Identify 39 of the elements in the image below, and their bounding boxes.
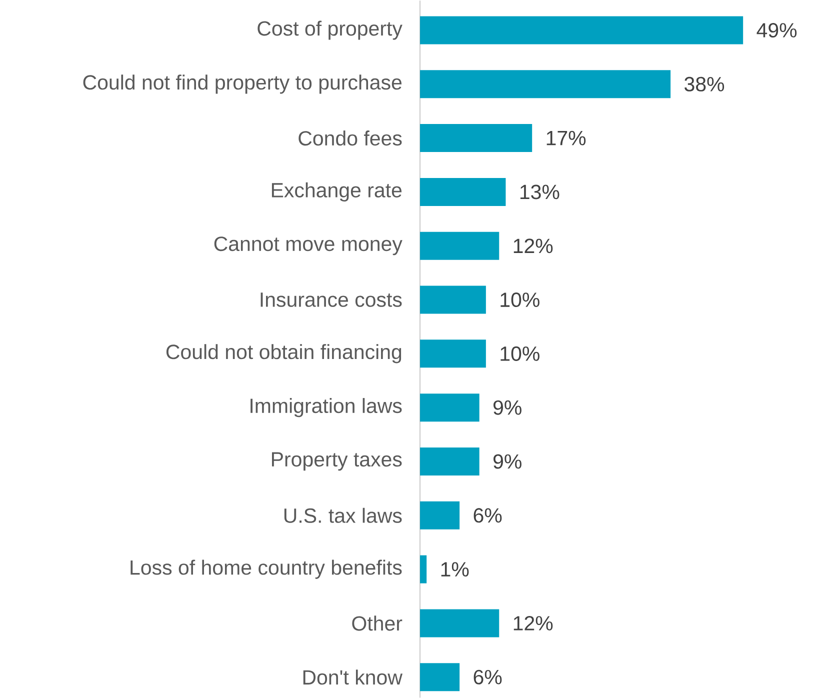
bar	[420, 555, 427, 584]
bar	[420, 393, 480, 422]
y-tick-label: Immigration laws	[250, 398, 402, 418]
data-label: 12%	[514, 238, 553, 253]
y-tick-label: Could not obtain financing	[166, 344, 402, 364]
data-label: 6%	[474, 670, 502, 684]
data-label: 9%	[494, 454, 522, 469]
bar	[420, 609, 500, 638]
y-tick-label: Property taxes	[272, 452, 402, 471]
bar	[420, 663, 460, 692]
bar	[420, 447, 480, 476]
y-tick-label: Loss of home country benefits	[130, 560, 402, 579]
y-tick-label: Condo fees	[298, 130, 402, 146]
bar	[420, 340, 486, 368]
y-tick-label: Cost of property	[258, 20, 402, 40]
y-tick-label: Don't know	[303, 669, 403, 685]
y-tick-label: Exchange rate	[272, 182, 402, 202]
data-label: 49%	[756, 22, 797, 38]
y-tick-label: Insurance costs	[260, 292, 402, 307]
data-label: 38%	[684, 76, 724, 92]
bar	[420, 70, 671, 98]
bar	[420, 124, 532, 152]
y-tick-label: Could not find property to purchase	[83, 74, 402, 94]
y-tick-label: U.S. tax laws	[284, 508, 402, 523]
data-label: 1%	[441, 562, 469, 576]
bar	[420, 501, 460, 530]
data-label: 6%	[474, 508, 502, 523]
data-label: 9%	[494, 400, 522, 415]
data-label: 10%	[500, 346, 540, 361]
y-tick-label: Cannot move money	[214, 236, 402, 256]
y-tick-label: Other	[352, 616, 402, 631]
bar	[420, 16, 744, 44]
data-label: 12%	[514, 616, 553, 630]
data-label: 17%	[546, 130, 586, 146]
data-label: 13%	[520, 184, 560, 200]
data-label: 10%	[500, 292, 540, 307]
bar	[420, 178, 506, 206]
bar	[420, 232, 500, 260]
bar	[420, 286, 486, 314]
